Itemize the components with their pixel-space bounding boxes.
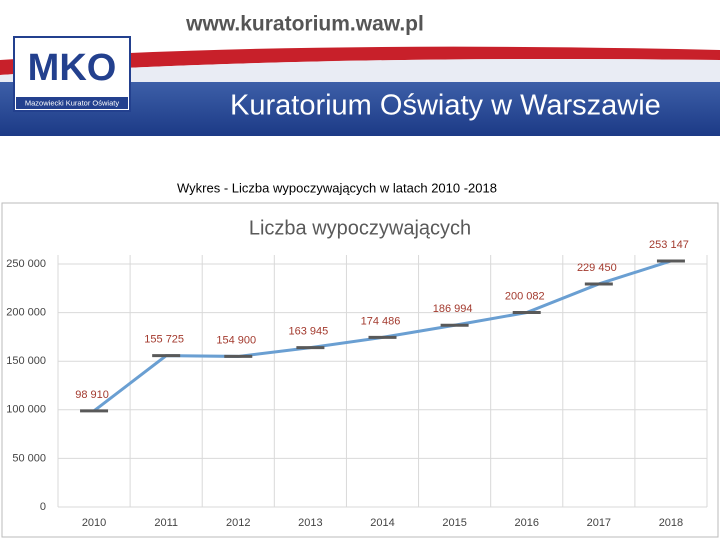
data-label: 154 900 [216, 334, 256, 346]
swoosh [0, 59, 720, 82]
url: www.kuratorium.waw.pl [185, 13, 424, 36]
x-tick-label: 2015 [442, 517, 466, 529]
chart-title: Liczba wypoczywających [249, 217, 471, 239]
logo-caption: Mazowiecki Kurator Oświaty [25, 98, 119, 107]
y-tick-label: 100 000 [6, 404, 46, 416]
y-tick-label: 250 000 [6, 258, 46, 270]
data-label: 200 082 [505, 290, 545, 302]
logo-strip [16, 97, 128, 109]
header-title: Kuratorium Oświaty w Warszawie [230, 90, 661, 122]
data-label: 174 486 [361, 315, 401, 327]
y-tick-label: 0 [40, 501, 46, 513]
x-tick-label: 2011 [154, 517, 178, 529]
x-tick-label: 2010 [82, 517, 106, 529]
y-tick-label: 50 000 [12, 452, 46, 464]
x-tick-label: 2014 [370, 517, 394, 529]
data-label: 186 994 [433, 303, 473, 315]
x-tick-label: 2017 [587, 517, 611, 529]
data-label: 163 945 [289, 326, 329, 338]
swoosh [0, 46, 720, 75]
y-tick-label: 150 000 [6, 355, 46, 367]
x-tick-label: 2018 [659, 517, 683, 529]
x-tick-label: 2016 [514, 517, 538, 529]
caption: Wykres - Liczba wypoczywających w latach… [177, 180, 497, 195]
data-label: 229 450 [577, 262, 617, 274]
x-tick-label: 2012 [226, 517, 250, 529]
data-label: 98 910 [75, 389, 109, 401]
chart-frame [1, 202, 719, 538]
data-label: 253 147 [649, 239, 689, 251]
logo-text: MKO [28, 47, 117, 89]
x-tick-label: 2013 [298, 517, 322, 529]
y-tick-label: 200 000 [6, 307, 46, 319]
data-label: 155 725 [144, 334, 184, 346]
